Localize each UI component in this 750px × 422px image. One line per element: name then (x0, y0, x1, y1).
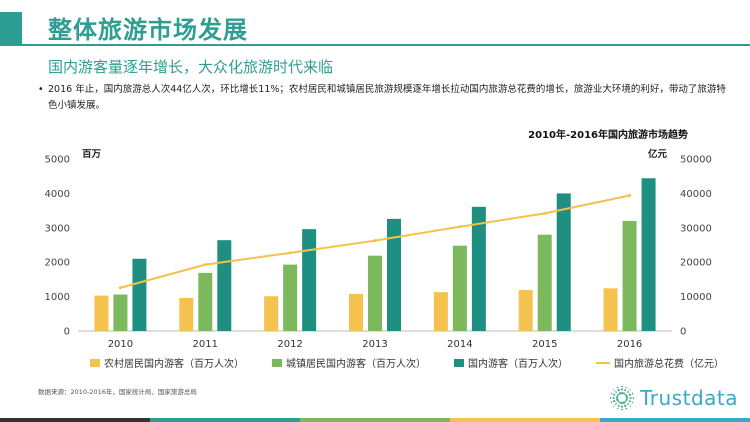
y-left-tick-label: 5000 (45, 155, 70, 166)
bar-domestic-2016 (641, 178, 656, 331)
logo-ray (616, 386, 622, 395)
y-right-tick-label: 0 (680, 327, 686, 338)
bar-domestic-2014 (471, 206, 486, 331)
left-axis-unit: 百万 (82, 149, 102, 160)
bar-rural-2015 (518, 290, 533, 331)
legend-label: 城镇居民国内游客（百万人次） (286, 359, 426, 370)
logo-ray (622, 401, 628, 410)
legend-item: 国内旅游总花费（亿元） (596, 355, 724, 370)
bar-rural-2012 (264, 296, 279, 331)
logo-text: Trustdata (640, 386, 738, 410)
spending-point-2011 (203, 263, 207, 267)
bar-domestic-2013 (387, 218, 401, 331)
legend-swatch (90, 358, 100, 367)
spending-point-2010 (118, 286, 122, 290)
bar-urban-2012 (283, 264, 298, 331)
bar-urban-2016 (622, 220, 637, 331)
x-tick-label: 2014 (447, 339, 472, 350)
bar-domestic-2011 (217, 240, 232, 331)
spending-point-2015 (543, 211, 547, 215)
x-tick-label: 2011 (193, 339, 218, 350)
bar-rural-2010 (94, 295, 109, 331)
logo-ray (624, 388, 632, 396)
logo-ray (610, 398, 619, 404)
y-right-tick-label: 50000 (680, 155, 712, 166)
legend-label: 农村居民国内游客（百万人次） (104, 359, 244, 370)
starburst-logo-icon (610, 386, 634, 410)
chart-title: 2010年-2016年国内旅游市场趋势 (528, 130, 688, 141)
bullet-dot: • (38, 84, 44, 95)
bar-urban-2011 (198, 272, 213, 331)
legend-swatch (454, 358, 464, 367)
y-left-tick-label: 1000 (45, 292, 70, 303)
logo-ray (625, 398, 634, 404)
spending-point-2014 (458, 225, 462, 229)
legend-swatch (596, 361, 610, 364)
right-axis-unit: 亿元 (648, 149, 668, 160)
trustdata-logo: Trustdata (608, 384, 738, 412)
bar-urban-2013 (368, 255, 382, 331)
x-tick-label: 2016 (617, 339, 642, 350)
spending-point-2013 (373, 239, 377, 243)
logo-ray (625, 392, 634, 398)
legend-item: 农村居民国内游客（百万人次） (90, 355, 244, 370)
bar-domestic-2012 (302, 229, 317, 331)
bar-domestic-2015 (556, 193, 571, 331)
y-right-tick-label: 20000 (680, 258, 712, 269)
y-right-tick-label: 30000 (680, 223, 712, 234)
bar-rural-2013 (349, 293, 363, 331)
logo-ray (622, 386, 628, 395)
logo-ray (612, 400, 620, 408)
y-left-tick-label: 4000 (45, 189, 70, 200)
y-left-tick-label: 2000 (45, 258, 70, 269)
summary-bullet: • 2016 年止，国内旅游总人次44亿人次，环比增长11%；农村居民和城镇居民… (38, 82, 728, 114)
bar-urban-2014 (452, 245, 467, 331)
legend-swatch (272, 358, 282, 367)
page-subtitle: 国内游客量逐年增长，大众化旅游时代来临 (48, 58, 334, 76)
page-title: 整体旅游市场发展 (48, 16, 248, 44)
bar-domestic-2010 (132, 258, 147, 331)
logo-ray (612, 388, 620, 396)
data-source: 数据来源：2010-2016年，国家统计局、国家旅游总局 (38, 388, 197, 396)
spending-point-2016 (628, 193, 632, 197)
bar-rural-2011 (179, 297, 194, 331)
x-tick-label: 2015 (532, 339, 557, 350)
bottom-color-strip (0, 418, 750, 422)
y-right-tick-label: 40000 (680, 189, 712, 200)
y-right-tick-label: 10000 (680, 292, 712, 303)
x-tick-label: 2012 (277, 339, 302, 350)
x-tick-label: 2013 (362, 339, 387, 350)
title-divider (0, 44, 750, 46)
y-left-tick-label: 3000 (45, 223, 70, 234)
legend-item: 国内游客（百万人次） (454, 355, 568, 370)
logo-ray (610, 392, 619, 398)
bar-urban-2010 (113, 294, 128, 331)
logo-ray (616, 401, 622, 410)
bar-rural-2014 (433, 292, 448, 331)
x-tick-label: 2010 (108, 339, 133, 350)
title-accent-bar (0, 12, 22, 46)
legend-label: 国内游客（百万人次） (468, 359, 568, 370)
spending-point-2012 (288, 251, 292, 255)
legend-label: 国内旅游总花费（亿元） (614, 359, 724, 370)
logo-ray (624, 400, 632, 408)
y-left-tick-label: 0 (64, 327, 70, 338)
bar-urban-2015 (537, 234, 552, 331)
chart-legend: 农村居民国内游客（百万人次） 城镇居民国内游客（百万人次） 国内游客（百万人次） 国内… (90, 355, 724, 370)
summary-text: 2016 年止，国内旅游总人次44亿人次，环比增长11%；农村居民和城镇居民旅游… (48, 84, 726, 111)
bar-rural-2016 (603, 288, 618, 331)
legend-item: 城镇居民国内游客（百万人次） (272, 355, 426, 370)
